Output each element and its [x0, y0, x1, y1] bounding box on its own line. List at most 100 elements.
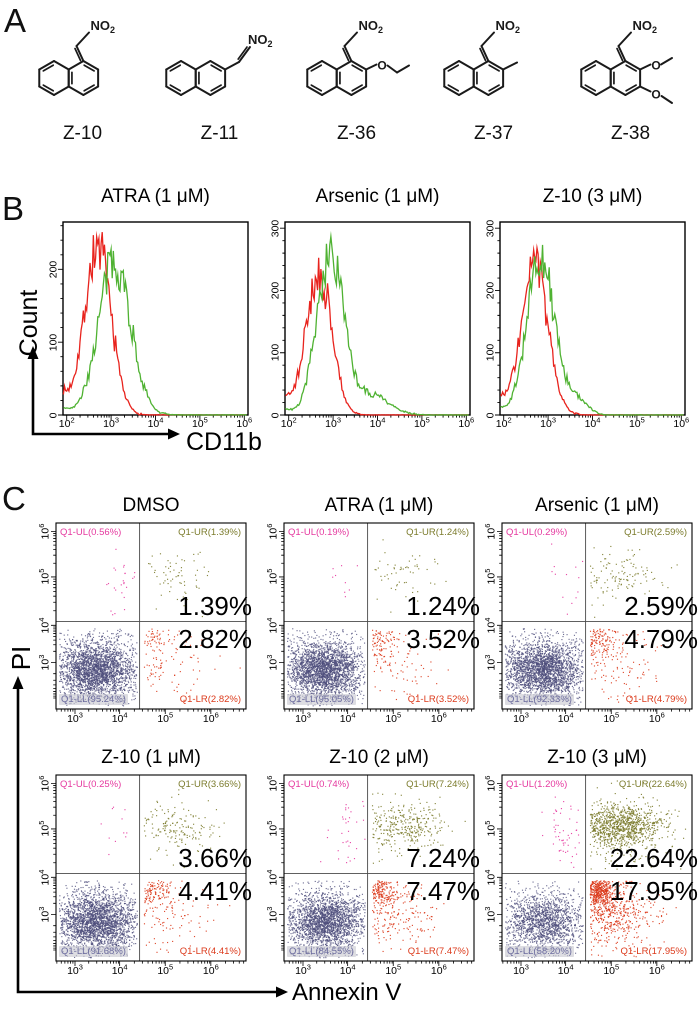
x-tick-label: 104 — [557, 962, 574, 977]
flow-histogram-title: ATRA (1 μM) — [101, 186, 210, 207]
bond-line — [53, 60, 70, 71]
tick-exponent: 6 — [660, 962, 665, 972]
bond-line — [335, 85, 353, 96]
compound-cell: NO2 Z-10 — [14, 2, 151, 145]
bond-line — [595, 60, 612, 71]
bond-line — [447, 64, 460, 72]
panel-a-letter: A — [4, 2, 27, 39]
bond-line — [82, 85, 100, 96]
y-tick-label: 100 — [47, 333, 60, 351]
x-tick-label: 102 — [495, 415, 512, 430]
bond-line — [75, 45, 85, 62]
tick-exponent: 4 — [483, 617, 492, 622]
tick-exponent: 6 — [470, 415, 475, 425]
x-tick-label: 105 — [413, 415, 430, 430]
quadrant-label-ll: Q1-LL(92.33%) — [505, 694, 574, 705]
x-tick-label: 103 — [67, 962, 83, 977]
bond-line — [210, 84, 222, 92]
tick-exponent: 4 — [351, 962, 356, 972]
bond-line — [224, 61, 240, 71]
x-tick-label: 106 — [673, 415, 690, 430]
x-tick-label: 106 — [430, 962, 447, 977]
bond-line — [488, 64, 500, 72]
tick-exponent: 4 — [265, 617, 274, 622]
ether-oxygen-label: O — [651, 88, 660, 102]
bond-line — [67, 85, 85, 96]
tick-exponent: 5 — [397, 710, 402, 720]
quadrant-label-ur: Q1-UR(1.24%) — [406, 527, 469, 538]
y-tick-label: 200 — [47, 260, 60, 279]
tick-exponent: 3 — [524, 962, 529, 972]
tick-exponent: 3 — [551, 415, 557, 425]
ether-oxygen-label: O — [377, 59, 386, 73]
quadrant-label-ll: Q1-LL(58.20%) — [505, 946, 574, 957]
x-tick-label: 105 — [603, 710, 620, 725]
tick-exponent: 3 — [78, 710, 83, 720]
tick-exponent: 3 — [524, 710, 529, 720]
bond-line — [82, 60, 100, 71]
y-tick-label rotated: 103 — [483, 654, 498, 671]
y-tick-label rotated: 105 — [37, 569, 52, 585]
no2-group-label: NO2 — [91, 18, 116, 35]
tick-exponent: 5 — [169, 962, 174, 972]
x-tick-label: 103 — [295, 962, 311, 977]
x-tick-label: 102 — [280, 415, 297, 430]
x-tick-label: 106 — [202, 710, 219, 725]
tick-exponent: 4 — [483, 869, 492, 874]
quadrant-label-ul: Q1-UL(1.20%) — [506, 779, 568, 790]
quadrant-label-ur: Q1-UR(7.24%) — [406, 779, 469, 790]
bond-line — [386, 64, 398, 74]
bond-line — [365, 63, 378, 71]
tick-exponent: 4 — [596, 415, 601, 425]
tick-exponent: 5 — [265, 821, 274, 826]
naphthalene-ring: NO2 O O — [580, 18, 673, 104]
tick-exponent: 3 — [265, 654, 274, 659]
bond-line — [639, 85, 652, 93]
y-tick-label rotated: 104 — [37, 617, 52, 634]
quadrant-label-lr: Q1-LR(17.95%) — [620, 946, 687, 957]
scatter-canvas — [276, 774, 476, 970]
apoptosis-percent-ur: 1.39% — [178, 590, 252, 621]
tick-exponent: 4 — [159, 415, 164, 425]
bond-line — [321, 85, 338, 96]
quadrant-label-ur: Q1-UR(22.64%) — [618, 779, 687, 790]
apoptosis-percent-lr: 17.95% — [609, 875, 698, 906]
x-tick-label: 103 — [540, 415, 557, 430]
bond-line — [75, 31, 90, 47]
no2-group-label: NO2 — [496, 18, 521, 35]
bond-line — [321, 60, 338, 71]
quadrant-label-ll-text: Q1-LL(84.55%) — [287, 946, 356, 957]
x-tick-label: 106 — [236, 415, 253, 430]
tick-exponent: 5 — [483, 821, 492, 826]
bond-line — [306, 60, 323, 71]
count-cd11b-axis-arrow — [27, 346, 180, 440]
x-tick-label: 103 — [103, 415, 120, 430]
y-tick-label rotated: 103 — [265, 654, 280, 671]
subscript-2: 2 — [515, 25, 520, 35]
scatter-canvas — [48, 774, 248, 970]
y-tick-label rotated: 106 — [483, 775, 498, 792]
bond-line — [42, 64, 55, 72]
apoptosis-percent-ur: 22.64% — [609, 842, 698, 873]
quadrant-label-ur: Q1-UR(1.39%) — [178, 527, 241, 538]
subscript-2: 2 — [110, 25, 115, 35]
bond-line — [350, 85, 368, 96]
bond-line — [42, 84, 55, 92]
bond-line — [194, 85, 212, 96]
x-tick-label: 103 — [513, 710, 529, 725]
tick-exponent: 5 — [615, 710, 620, 720]
y-tick-label: 200 — [484, 281, 497, 300]
bond-line — [584, 84, 597, 92]
scatter-plot-title: DMSO — [122, 495, 180, 516]
bond-line — [169, 64, 182, 72]
tick-exponent: 6 — [265, 523, 274, 528]
compound-cell: NO2 Z-11 — [151, 2, 288, 145]
x-tick-label: 103 — [325, 415, 342, 430]
bond-line — [580, 85, 597, 96]
y-tick-label rotated: 103 — [37, 654, 52, 671]
x-tick-label: 106 — [648, 710, 665, 725]
bond-line — [38, 60, 55, 71]
tick-exponent: 5 — [169, 710, 174, 720]
tick-exponent: 6 — [214, 962, 219, 972]
